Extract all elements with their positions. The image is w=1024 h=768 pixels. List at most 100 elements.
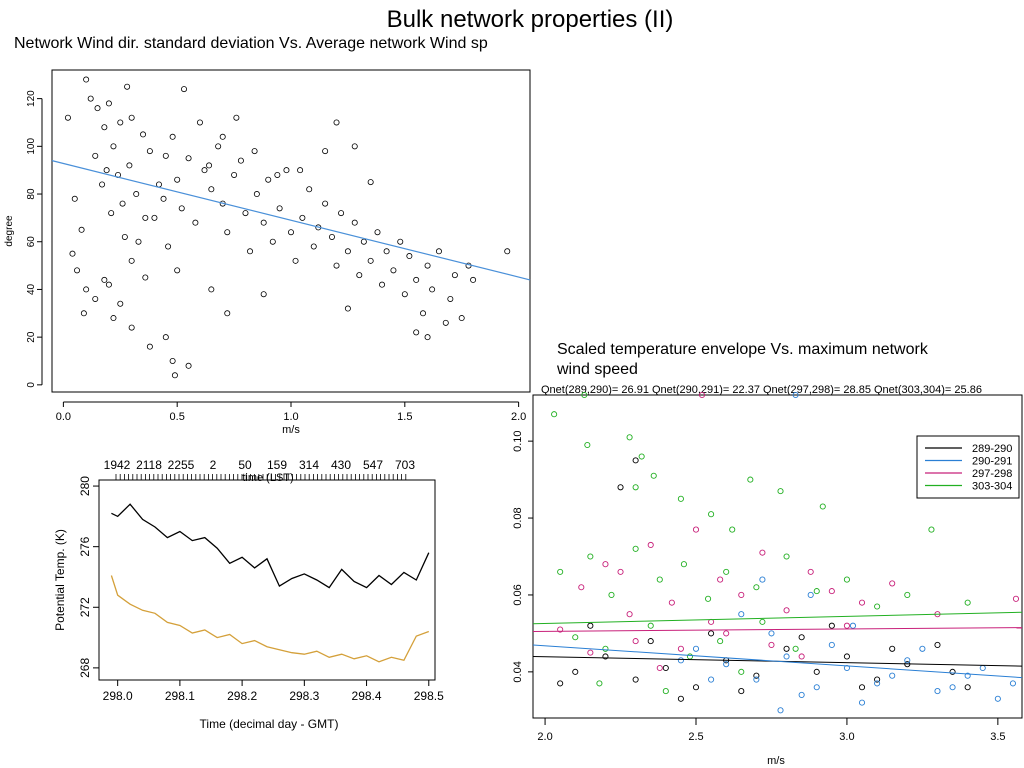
temp-top-tick-label: 314	[299, 458, 319, 472]
temp-y-tick-label: 268	[78, 658, 92, 678]
envelope-point-290-291	[708, 676, 715, 683]
envelope-point-303-304	[647, 622, 654, 629]
winddir-point	[390, 267, 397, 274]
envelope-point-297-298	[798, 653, 805, 660]
winddir-point	[108, 210, 115, 217]
winddir-point	[208, 186, 215, 193]
winddir-x-tick-label: 1.0	[283, 411, 298, 423]
envelope-point-290-291	[849, 622, 857, 629]
envelope-point-289-290	[964, 684, 971, 691]
envelope-x-tick-label: 2.0	[537, 731, 552, 743]
envelope-point-289-290	[602, 653, 609, 660]
winddir-point	[119, 200, 126, 207]
winddir-point	[297, 167, 304, 174]
winddir-point	[338, 210, 345, 217]
envelope-point-303-304	[602, 645, 609, 652]
winddir-point	[383, 248, 390, 255]
envelope-point-297-298	[632, 638, 639, 645]
envelope-point-303-304	[792, 645, 799, 652]
envelope-point-290-291	[692, 645, 700, 652]
temp-x-tick-label: 298.4	[352, 689, 382, 703]
envelope-point-290-291	[994, 695, 1001, 702]
winddir-point	[105, 100, 112, 107]
winddir-point	[265, 176, 272, 183]
temp-top-tick-label: 2255	[168, 458, 195, 472]
envelope-point-303-304	[928, 526, 935, 533]
winddir-point	[333, 119, 340, 126]
winddir-point	[142, 274, 149, 281]
winddir-point	[169, 133, 176, 140]
winddir-point	[413, 329, 420, 336]
temp-series-line-0	[111, 503, 430, 589]
winddir-y-tick-label: 120	[26, 90, 37, 107]
temp-top-axis-label: time (LST)	[242, 472, 293, 484]
slide-title: Bulk network properties (II)	[386, 6, 674, 33]
temp-y-label: Potential Temp. (K)	[53, 529, 67, 631]
winddir-point	[208, 286, 215, 293]
envelope-point-289-290	[843, 653, 850, 660]
winddir-point	[142, 214, 149, 221]
envelope-point-303-304	[551, 411, 558, 418]
envelope-y-tick-label: 0.04	[512, 661, 524, 682]
winddir-point	[146, 343, 153, 350]
winddir-point	[458, 315, 465, 322]
envelope-point-290-291	[964, 672, 971, 679]
envelope-x-tick-label: 3.5	[990, 731, 1005, 743]
winddir-point	[276, 205, 283, 212]
winddir-point	[367, 257, 374, 264]
envelope-point-297-298	[1012, 595, 1020, 602]
envelope-legend-label: 290-291	[972, 456, 1012, 468]
envelope-fit-303-304	[532, 611, 1023, 625]
envelope-point-297-298	[858, 599, 866, 606]
envelope-point-290-291	[843, 664, 850, 672]
winddir-point	[367, 179, 374, 186]
envelope-point-290-291	[807, 591, 814, 599]
winddir-point	[83, 286, 90, 293]
winddir-point	[171, 372, 178, 379]
envelope-point-303-304	[723, 568, 730, 575]
temp-x-tick-label: 298.5	[414, 689, 444, 703]
winddir-point	[360, 238, 367, 245]
winddir-point	[128, 324, 135, 331]
envelope-axes: 2.0 2.5 3.0 3.5 0.04 0.06 0.08 0.10	[512, 430, 1006, 743]
winddir-y-tick-label: 40	[26, 283, 37, 295]
envelope-point-289-290	[677, 695, 684, 702]
envelope-point-290-291	[949, 684, 956, 691]
envelope-point-303-304	[759, 618, 766, 625]
envelope-point-290-291	[792, 391, 799, 399]
winddir-y-tick-label: 80	[26, 188, 37, 200]
winddir-point	[99, 181, 106, 188]
winddir-y-tick-label: 100	[26, 138, 37, 155]
envelope-point-290-291	[979, 664, 986, 672]
envelope-point-297-298	[602, 561, 609, 568]
winddir-point	[92, 295, 99, 302]
temp-top-tick-label: 50	[238, 458, 252, 472]
envelope-point-303-304	[584, 441, 591, 449]
winddir-point	[174, 267, 181, 274]
envelope-point-303-304	[964, 599, 971, 606]
winddir-point	[87, 95, 94, 102]
envelope-point-297-298	[807, 568, 814, 575]
winddir-point	[169, 357, 176, 364]
envelope-point-297-298	[759, 549, 766, 556]
envelope-points	[551, 391, 1020, 714]
envelope-point-303-304	[708, 511, 715, 518]
winddir-point	[101, 276, 108, 283]
envelope-point-303-304	[632, 484, 639, 491]
envelope-point-289-290	[632, 457, 639, 464]
winddir-point	[413, 276, 420, 283]
temp-x-label: Time (decimal day - GMT)	[200, 717, 339, 731]
winddir-point	[219, 133, 226, 140]
envelope-point-303-304	[753, 584, 760, 591]
envelope-point-290-291	[777, 707, 784, 714]
winddir-point	[110, 143, 117, 150]
envelope-fit-290-291	[532, 644, 1023, 679]
temp-chart: 298.0 298.1 298.2 298.3 298.4 298.5 268 272 276 2…	[53, 458, 444, 731]
temp-top-tick-label: 159	[267, 458, 287, 472]
envelope-point-297-298	[557, 626, 564, 633]
envelope-point-303-304	[662, 688, 669, 695]
envelope-fit-297-298	[532, 627, 1023, 632]
envelope-point-290-291	[1009, 680, 1016, 687]
winddir-point	[306, 186, 313, 193]
envelope-point-297-298	[889, 580, 896, 587]
